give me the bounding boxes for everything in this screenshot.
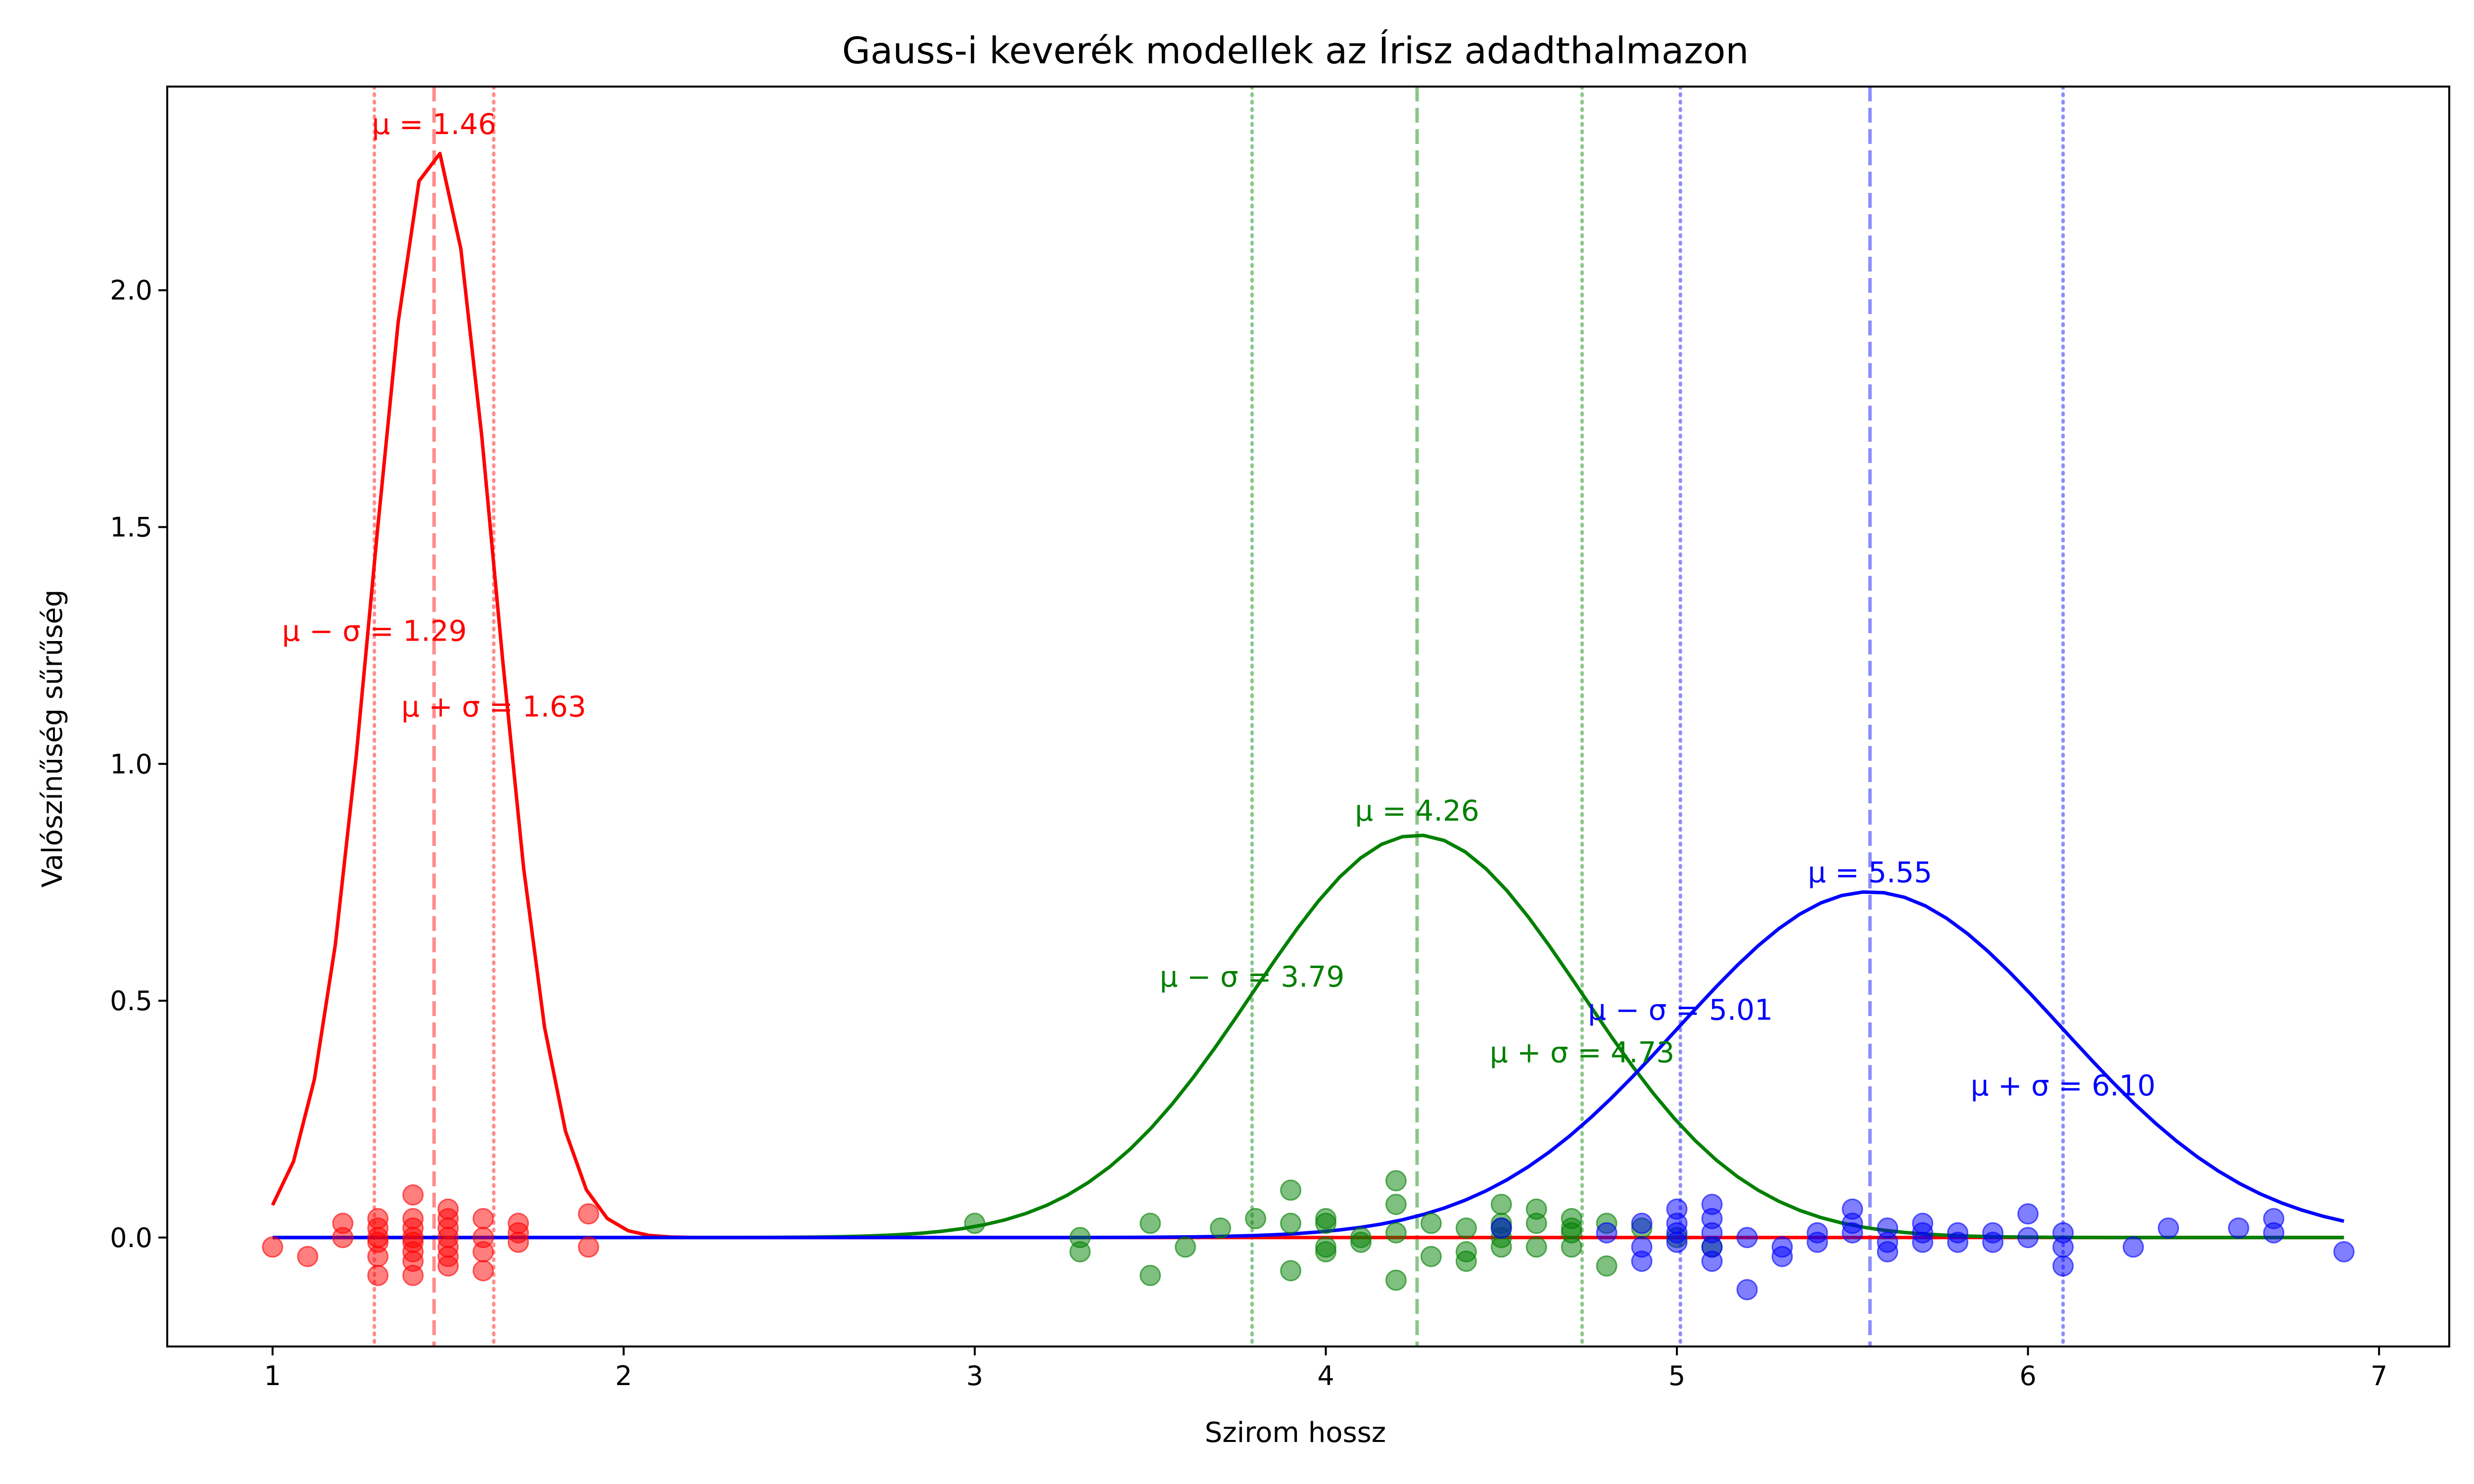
red-data-point [367,1264,389,1286]
blue-data-point [1807,1231,1828,1253]
red-data-point [367,1246,389,1267]
green-data-point [1280,1212,1302,1234]
blue-mu-plus-annotation: μ + σ = 6.10 [1971,1069,2156,1103]
x-tick-label: 5 [1668,1360,1685,1391]
green-data-point [1385,1269,1407,1291]
blue-data-point [1912,1231,1934,1253]
green-mu-annotation: μ = 4.26 [1355,794,1479,828]
blue-data-point [2122,1236,2144,1258]
plot-area: μ = 1.46 μ − σ = 1.29 μ + σ = 1.63 μ = 4.26… [110,86,2450,1391]
y-axis-label: Valószínűség sűrűség [37,590,69,888]
red-data-point [262,1236,284,1258]
blue-data-point [2052,1255,2074,1277]
green-data-point [1350,1231,1372,1253]
red-mu-minus-annotation: μ − σ = 1.29 [282,614,467,648]
annotations: μ = 1.46 μ − σ = 1.29 μ + σ = 1.63 μ = 4.26… [282,107,2156,1103]
y-axis: 0.0 0.5 1.0 1.5 2.0 [110,275,167,1253]
green-data-point [1385,1222,1407,1244]
green-mu-plus-annotation: μ + σ = 4.73 [1490,1035,1675,1069]
blue-density-curve [272,890,2344,1240]
y-tick-label: 1.5 [110,511,152,543]
green-data-point [1140,1264,1161,1286]
green-data-point [1455,1251,1477,1272]
blue-data-point [1877,1241,1899,1262]
green-data-point [1210,1217,1232,1239]
green-data-point [1455,1217,1477,1239]
blue-data-point [1701,1251,1723,1272]
blue-data-point [2052,1236,2074,1258]
green-data-point [1420,1246,1442,1267]
red-data-point [577,1236,599,1258]
x-tick-label: 3 [966,1360,983,1391]
blue-mu-annotation: μ = 5.55 [1808,856,1933,889]
blue-data-point [1771,1246,1793,1267]
x-tick-label: 7 [2371,1360,2387,1391]
blue-data-point [2263,1222,2284,1244]
green-data-point [1280,1260,1302,1282]
red-data-point [297,1246,319,1267]
blue-data-point [1842,1222,1863,1244]
plot-contents [262,87,2355,1346]
green-data-point [1525,1212,1547,1234]
green-data-point [1280,1179,1302,1201]
blue-data-point [1631,1212,1653,1234]
green-data-point [1069,1241,1091,1262]
blue-data-point [1631,1251,1653,1272]
blue-data-point [2017,1203,2039,1225]
chart-title: Gauss-i keverék modellek az Írisz adadth… [842,29,1749,72]
green-data-point [1140,1212,1161,1234]
red-data-point [473,1241,494,1262]
data-points [262,1170,2355,1300]
reference-lines [373,87,2065,1346]
y-tick-label: 0.0 [110,1222,152,1253]
y-tick-label: 2.0 [110,275,152,306]
red-data-point [402,1264,424,1286]
green-data-point [1385,1170,1407,1192]
blue-data-point [2228,1217,2249,1239]
y-tick-label: 1.0 [110,748,152,780]
green-data-point [1385,1194,1407,1215]
x-tick-label: 2 [615,1360,632,1391]
green-data-point [1525,1236,1547,1258]
blue-data-point [2157,1217,2179,1239]
blue-data-point [2333,1241,2355,1262]
x-tick-label: 1 [264,1360,281,1391]
blue-data-point [2017,1227,2039,1249]
red-data-point [473,1260,494,1282]
blue-mu-minus-annotation: μ − σ = 5.01 [1588,993,1773,1026]
red-data-point [332,1227,354,1249]
red-data-point [508,1231,529,1253]
green-data-point [964,1212,986,1234]
red-mu-annotation: μ = 1.46 [372,107,496,141]
green-data-point [1490,1194,1512,1215]
red-data-point [473,1207,494,1229]
x-axis-label: Szirom hossz [1205,1417,1386,1449]
red-data-point [402,1184,424,1206]
green-data-point [1315,1212,1336,1234]
red-mu-plus-annotation: μ + σ = 1.63 [401,690,586,724]
blue-data-point [1596,1222,1618,1244]
blue-data-point [1982,1231,2004,1253]
blue-data-point [1736,1279,1758,1300]
red-data-point [437,1255,459,1277]
green-data-point [1561,1236,1582,1258]
y-tick-label: 0.5 [110,985,152,1017]
blue-data-point [1736,1227,1758,1249]
blue-data-point [1947,1231,1969,1253]
red-data-point [577,1203,599,1225]
green-data-point [1420,1212,1442,1234]
green-data-point [1490,1236,1512,1258]
x-axis: 1 2 3 4 5 6 7 [264,1346,2387,1391]
green-data-point [1175,1236,1196,1258]
blue-data-point [1490,1217,1512,1239]
x-tick-label: 4 [1317,1360,1334,1391]
x-tick-label: 6 [2019,1360,2036,1391]
green-data-point [1315,1241,1336,1262]
plot-frame [166,86,2450,1347]
green-data-point [1245,1207,1267,1229]
green-mu-minus-annotation: μ − σ = 3.79 [1160,960,1345,993]
blue-data-point [1666,1231,1688,1253]
green-data-point [1596,1255,1618,1277]
